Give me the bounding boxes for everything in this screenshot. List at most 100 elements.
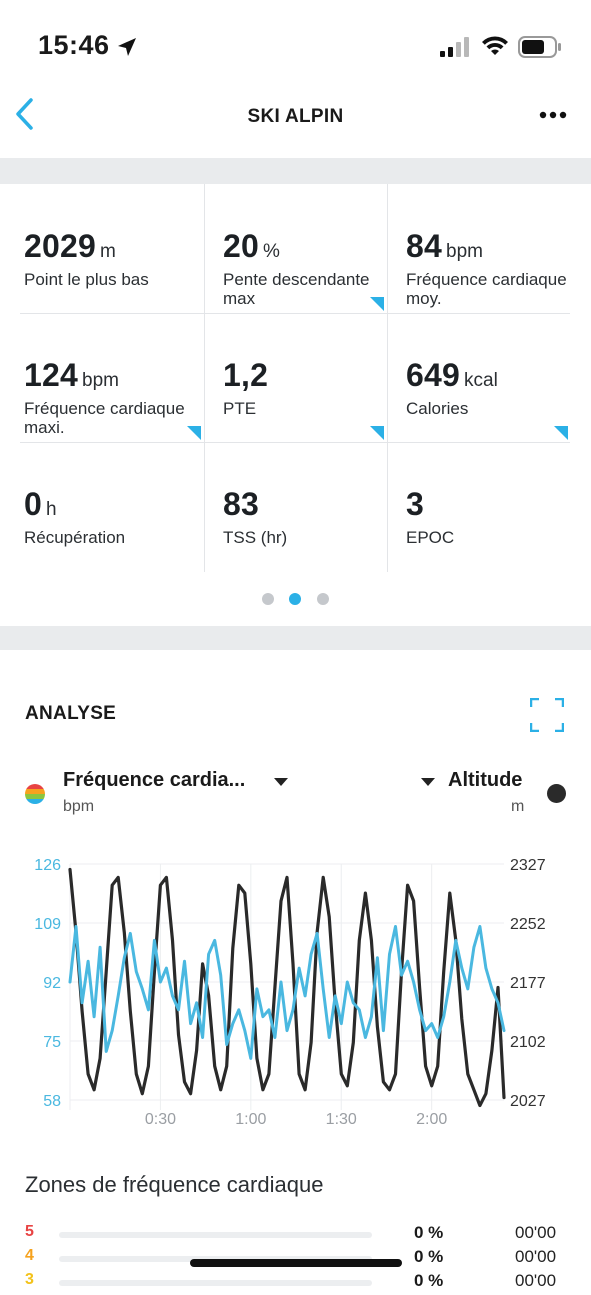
grid-divider [20,313,570,314]
stat-unit: % [263,241,280,262]
location-arrow-icon [118,38,136,56]
stat-tile[interactable]: 0 h Récupération [24,442,207,571]
zone-percent: 0 % [414,1271,444,1290]
right-metric-selector[interactable]: Altitude [448,769,523,791]
left-axis-unit: bpm [63,798,95,815]
zone-number: 3 [25,1271,34,1288]
y-left-tick-label: 58 [43,1093,61,1110]
page-dot[interactable] [289,593,301,605]
stat-unit: bpm [446,241,483,262]
y-right-tick-label: 2327 [510,857,546,874]
analyse-title: ANALYSE [25,703,117,724]
stat-label: EPOC [406,528,455,547]
stat-value: 649 kcal [406,357,498,394]
stat-tile[interactable]: 84 bpm Fréquence cardiaque moy. [406,184,589,313]
chevron-down-icon[interactable] [274,777,288,787]
stat-tile[interactable]: 3 EPOC [406,442,589,571]
stat-label: Point le plus bas [24,270,149,289]
stat-number: 83 [223,486,259,522]
chevron-down-icon[interactable] [421,777,435,787]
stat-unit: kcal [464,370,498,391]
altitude-series-icon [547,784,566,803]
stat-value: 3 [406,486,424,523]
stat-tile[interactable]: 124 bpm Fréquence cardiaque maxi. [24,313,207,442]
zone-time: 00'00 [515,1223,557,1242]
altitude-series-line [68,867,506,1108]
left-metric-selector[interactable]: Fréquence cardia... [63,769,246,791]
status-time: 15:46 [38,30,110,60]
stat-tile[interactable]: 1,2 PTE [223,313,406,442]
more-options-icon[interactable] [539,110,567,120]
grid-divider [20,442,570,443]
info-corner-marker [554,426,568,440]
wifi-icon [482,36,508,55]
zone-row: 3 0 % 00'00 [0,1271,591,1295]
stat-tile[interactable]: 649 kcal Calories [406,313,589,442]
x-tick-label: 0:30 [145,1111,176,1128]
page-dot[interactable] [262,593,274,605]
zone-number: 4 [25,1247,34,1264]
section-divider [0,626,591,650]
cellular-signal-icon [440,37,469,57]
x-tick-label: 2:00 [416,1111,447,1128]
home-indicator[interactable] [190,1259,402,1267]
zone-number: 5 [25,1223,34,1240]
heart-rate-zone-icon [25,784,45,804]
battery-icon [518,36,561,58]
y-right-tick-label: 2252 [510,916,546,933]
stat-value: 83 [223,486,259,523]
info-corner-marker [370,426,384,440]
analysis-chart[interactable]: 126 109 92 75 58 2327 2252 2177 2102 2027 0:30 1:00… [0,840,591,1140]
y-left-tick-label: 109 [34,916,61,933]
zone-row: 5 0 % 00'00 [0,1223,591,1247]
stat-label: Récupération [24,528,126,547]
stat-label: PTE [223,399,257,418]
zone-percent: 0 % [414,1223,444,1242]
y-left-tick-label: 75 [43,1034,61,1051]
zone-bar [59,1232,372,1238]
stat-number: 649 [406,357,460,393]
back-chevron-icon[interactable] [12,96,40,132]
x-tick-label: 1:00 [235,1111,266,1128]
fullscreen-icon[interactable] [530,698,564,732]
right-axis-unit: m [511,798,525,815]
stat-number: 20 [223,228,259,264]
y-left-tick-label: 92 [43,975,61,992]
page-title: SKI ALPIN [247,106,344,127]
page-dot[interactable] [317,593,329,605]
heart-rate-series-line [68,925,506,1060]
stats-grid[interactable]: 2029 m Point le plus bas 20% Pente descendan… [0,184,591,572]
stat-label: Fréquence cardiaque moy. [406,270,567,308]
stat-value: 84 bpm [406,228,483,265]
stat-label: Fréquence cardiaque maxi. [24,399,185,437]
stat-label: Pente descendante max [223,270,370,308]
info-corner-marker [370,297,384,311]
stat-number: 124 [24,357,78,393]
y-right-tick-label: 2102 [510,1034,546,1051]
stat-tile[interactable]: 83 TSS (hr) [223,442,406,571]
stat-label: TSS (hr) [223,528,288,547]
stat-unit: h [46,499,57,520]
y-right-tick-label: 2177 [510,975,546,992]
x-tick-label: 1:30 [326,1111,357,1128]
page-indicator[interactable] [262,593,332,605]
stat-tile[interactable]: 2029 m Point le plus bas [24,184,207,313]
y-right-tick-label: 2027 [510,1093,546,1110]
zone-percent: 0 % [414,1247,444,1266]
nav-bar: SKI ALPIN [0,90,591,160]
grid-divider [204,184,205,572]
stat-number: 0 [24,486,42,522]
stat-value: 124 bpm [24,357,119,394]
zone-time: 00'00 [515,1271,557,1290]
stat-value: 20% [223,228,280,265]
stat-value: 2029 m [24,228,116,265]
stat-tile[interactable]: 20% Pente descendante max [223,184,406,313]
zones-title: Zones de fréquence cardiaque [25,1172,324,1197]
status-bar: 15:46 [0,0,591,90]
stat-number: 3 [406,486,424,522]
stat-value: 1,2 [223,357,268,394]
stat-number: 2029 [24,228,96,264]
y-left-tick-label: 126 [34,857,61,874]
zone-bar [59,1280,372,1286]
